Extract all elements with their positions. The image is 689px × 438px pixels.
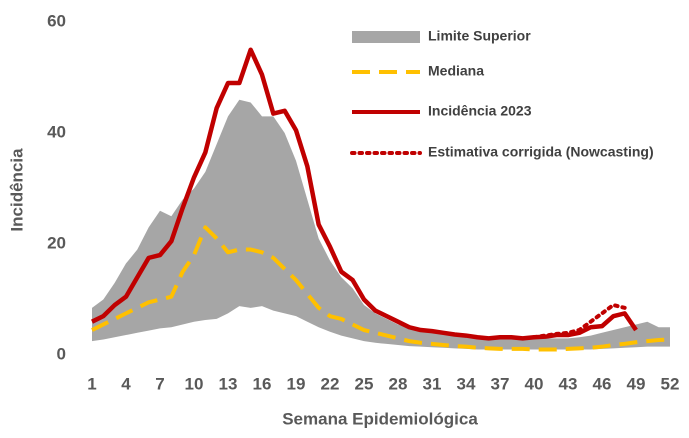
x-tick-label: 25 [355,374,374,393]
band-area [92,99,670,350]
x-tick-label: 19 [287,374,306,393]
y-tick-label: 40 [47,122,66,141]
x-tick-label: 16 [253,374,272,393]
series-line [91,225,671,352]
y-tick-label: 60 [47,11,66,30]
x-tick-label: 49 [627,374,646,393]
legend-label: Incidência 2023 [428,103,532,119]
x-tick-label: 10 [185,374,204,393]
x-tick-label: 13 [219,374,238,393]
x-tick-label: 43 [559,374,578,393]
x-tick-label: 28 [389,374,408,393]
legend-label: Limite Superior [428,28,531,44]
legend-label: Estimativa corrigida (Nowcasting) [428,144,654,160]
y-tick-label: 20 [47,233,66,252]
x-tick-label: 46 [593,374,612,393]
x-tick-label: 7 [155,374,164,393]
x-axis-title: Semana Epidemiológica [282,409,478,428]
x-tick-label: 34 [457,374,476,393]
legend-label: Mediana [428,63,484,79]
y-axis-title: Incidência [7,148,26,232]
x-tick-label: 52 [661,374,680,393]
x-tick-label: 37 [491,374,510,393]
x-tick-label: 31 [423,374,442,393]
x-tick-label: 22 [321,374,340,393]
x-tick-label: 40 [525,374,544,393]
legend-swatch [352,31,420,43]
x-tick-label: 4 [121,374,131,393]
y-tick-label: 0 [57,344,66,363]
series-line [532,303,627,340]
x-tick-label: 1 [87,374,96,393]
